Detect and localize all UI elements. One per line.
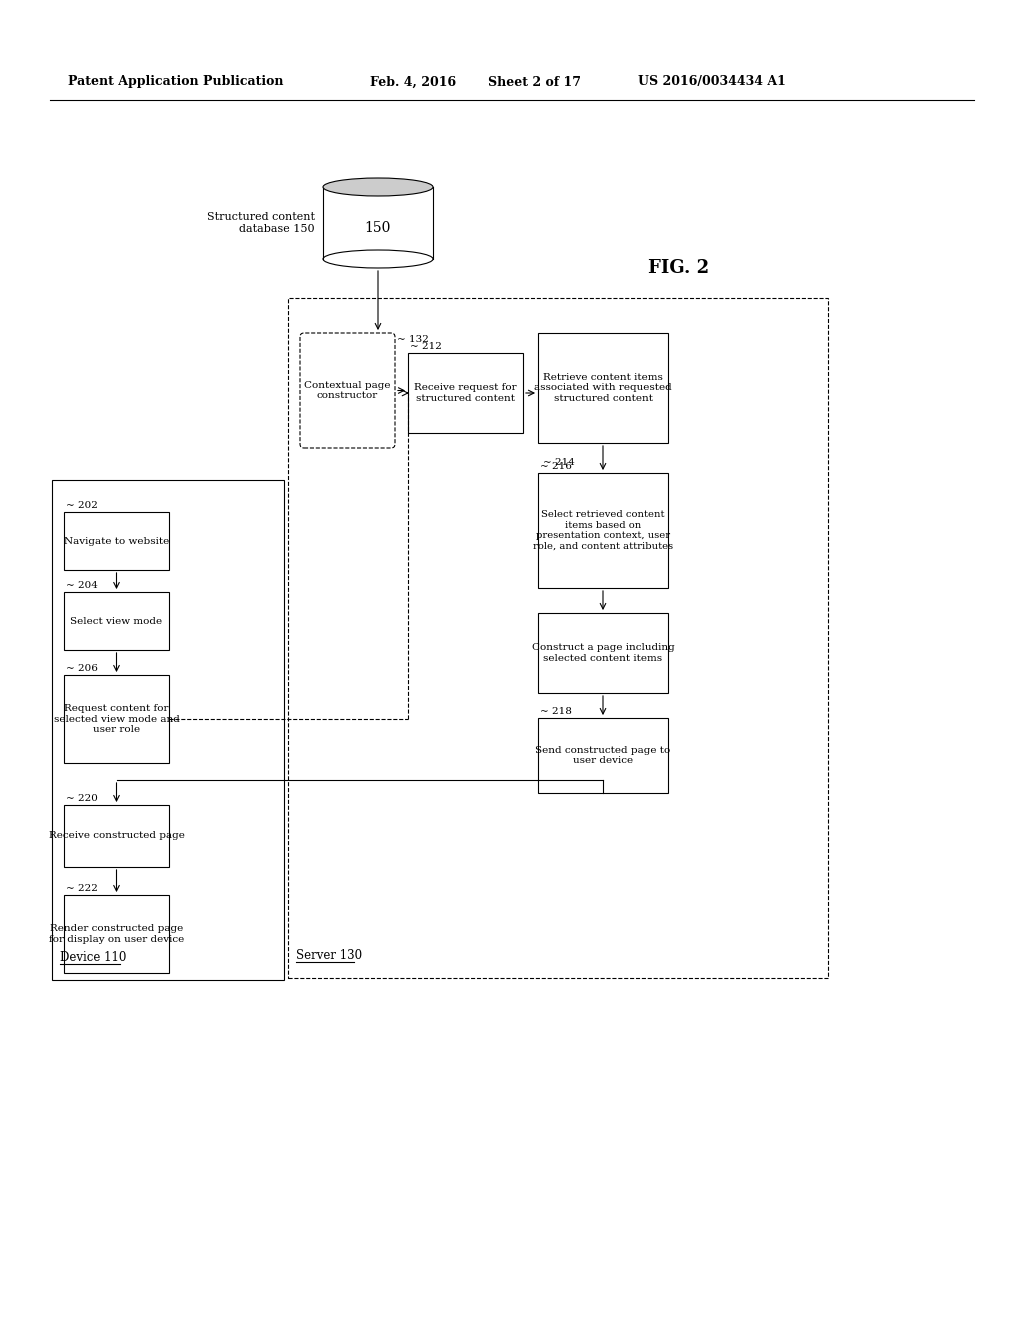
Text: ~ 132: ~ 132: [397, 335, 429, 345]
Text: ~ 218: ~ 218: [540, 708, 571, 715]
Text: Device 110: Device 110: [60, 950, 126, 964]
Ellipse shape: [323, 249, 433, 268]
Bar: [538, 612, 668, 693]
FancyBboxPatch shape: [300, 333, 395, 447]
Text: Receive constructed page: Receive constructed page: [48, 832, 184, 841]
Bar: [538, 333, 668, 444]
Text: ~ 202: ~ 202: [66, 502, 98, 510]
Text: ~ 222: ~ 222: [66, 884, 98, 894]
Text: Sheet 2 of 17: Sheet 2 of 17: [488, 75, 581, 88]
Text: ~ 206: ~ 206: [66, 664, 98, 673]
Text: ~ 216: ~ 216: [540, 462, 571, 471]
Text: ~ 214: ~ 214: [543, 458, 574, 467]
Bar: [538, 718, 668, 793]
Text: FIG. 2: FIG. 2: [648, 259, 710, 277]
Text: ~ 212: ~ 212: [410, 342, 442, 351]
Text: Feb. 4, 2016: Feb. 4, 2016: [370, 75, 456, 88]
Bar: [63, 805, 169, 867]
Text: Structured content
database 150: Structured content database 150: [207, 213, 315, 234]
Text: Contextual page
constructor: Contextual page constructor: [304, 380, 391, 400]
Text: Retrieve content items
associated with requested
structured content: Retrieve content items associated with r…: [535, 374, 672, 403]
Bar: [63, 675, 169, 763]
Bar: [52, 480, 284, 979]
Text: ~ 220: ~ 220: [66, 795, 98, 803]
Text: Select retrieved content
items based on
presentation context, user
role, and con: Select retrieved content items based on …: [532, 511, 673, 550]
Ellipse shape: [323, 178, 433, 195]
Text: Server 130: Server 130: [296, 949, 362, 962]
Bar: [408, 352, 523, 433]
Bar: [63, 591, 169, 649]
Bar: [63, 512, 169, 570]
Text: US 2016/0034434 A1: US 2016/0034434 A1: [638, 75, 785, 88]
Text: Select view mode: Select view mode: [71, 616, 163, 626]
Text: ~ 204: ~ 204: [66, 581, 98, 590]
Text: Request content for
selected view mode and
user role: Request content for selected view mode a…: [53, 704, 179, 734]
Text: Construct a page including
selected content items: Construct a page including selected cont…: [531, 643, 675, 663]
Bar: [538, 473, 668, 587]
Text: 150: 150: [365, 220, 391, 235]
Text: Send constructed page to
user device: Send constructed page to user device: [536, 746, 671, 766]
Text: Patent Application Publication: Patent Application Publication: [68, 75, 284, 88]
Text: Render constructed page
for display on user device: Render constructed page for display on u…: [49, 924, 184, 944]
Text: Navigate to website: Navigate to website: [63, 536, 169, 545]
Bar: [63, 895, 169, 973]
Text: Receive request for
structured content: Receive request for structured content: [414, 383, 517, 403]
Bar: [288, 298, 828, 978]
